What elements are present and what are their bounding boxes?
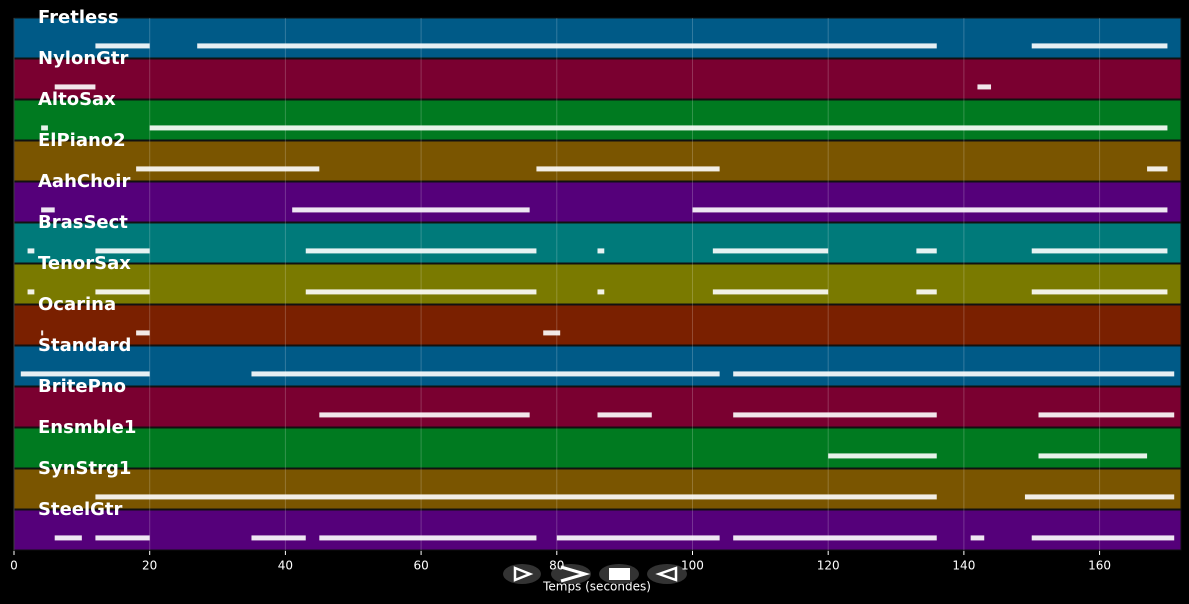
track-label: AltoSax — [38, 89, 116, 110]
note-span — [1031, 43, 1168, 49]
stop-button[interactable] — [599, 564, 639, 584]
note-span — [1031, 535, 1175, 541]
note-span — [41, 330, 44, 336]
track-label: ElPiano2 — [38, 130, 126, 151]
note-span — [543, 330, 561, 336]
note-span — [95, 535, 150, 541]
forward-button[interactable] — [551, 564, 591, 584]
note-span — [1031, 248, 1168, 254]
note-span — [20, 371, 150, 377]
note-span — [977, 84, 992, 90]
note-span — [251, 535, 306, 541]
note-span — [251, 371, 720, 377]
track-label: SteelGtr — [38, 499, 123, 520]
track-band — [13, 99, 1182, 141]
x-tick-label: 60 — [413, 559, 428, 573]
track-band — [13, 181, 1182, 223]
note-span — [1038, 412, 1175, 418]
x-tick-label: 100 — [681, 559, 704, 573]
note-span — [136, 166, 320, 172]
note-span — [319, 535, 537, 541]
note-span — [54, 84, 96, 90]
track-label: SynStrg1 — [38, 458, 131, 479]
note-span — [95, 494, 937, 500]
track-band — [13, 509, 1182, 551]
play-button[interactable] — [503, 564, 541, 584]
x-tick-label: 140 — [952, 559, 975, 573]
note-span — [597, 289, 605, 295]
note-span — [692, 207, 1168, 213]
x-tick-label: 20 — [142, 559, 157, 573]
x-tick-label: 80 — [549, 559, 564, 573]
track-band — [13, 17, 1182, 59]
playback-controls — [503, 564, 687, 584]
note-span — [1038, 453, 1148, 459]
track-band — [13, 427, 1182, 469]
x-tick-label: 40 — [278, 559, 293, 573]
x-tick-label: 160 — [1088, 559, 1111, 573]
note-span — [197, 43, 937, 49]
note-span — [27, 289, 35, 295]
note-span — [970, 535, 985, 541]
track-label: AahChoir — [38, 171, 130, 192]
note-span — [54, 535, 82, 541]
track-band — [13, 468, 1182, 510]
track-label: NylonGtr — [38, 48, 129, 69]
note-span — [95, 289, 150, 295]
note-span — [41, 207, 55, 213]
back-button[interactable] — [647, 564, 687, 584]
note-span — [27, 248, 35, 254]
track-label: BritePno — [38, 376, 126, 397]
track-band — [13, 345, 1182, 387]
note-span — [95, 248, 150, 254]
note-span — [828, 453, 937, 459]
track-label: Standard — [38, 335, 131, 356]
note-span — [712, 289, 829, 295]
track-label: Ocarina — [38, 294, 116, 315]
note-span — [916, 289, 937, 295]
note-span — [597, 248, 605, 254]
track-band — [13, 386, 1182, 428]
note-span — [916, 248, 937, 254]
note-span — [292, 207, 530, 213]
x-tick-label: 0 — [10, 559, 18, 573]
note-span — [733, 535, 937, 541]
note-span — [136, 330, 150, 336]
note-span — [536, 166, 720, 172]
note-span — [41, 125, 48, 131]
track-band — [13, 222, 1182, 264]
note-span — [1031, 289, 1168, 295]
note-span — [305, 289, 537, 295]
x-tick-label: 120 — [817, 559, 840, 573]
note-span — [149, 125, 1168, 131]
tracks: Fretless NylonGtr AltoSax ElPiano2 AahChoir B… — [13, 7, 1182, 551]
track-label: BrasSect — [38, 212, 128, 233]
track-label: Fretless — [38, 7, 119, 28]
track-label: TenorSax — [38, 253, 131, 274]
track-label: Ensmble1 — [38, 417, 136, 438]
note-span — [712, 248, 829, 254]
track-band — [13, 263, 1182, 305]
track-band — [13, 58, 1182, 100]
track-band — [13, 140, 1182, 182]
note-span — [1024, 494, 1175, 500]
note-span — [95, 43, 150, 49]
note-span — [597, 412, 652, 418]
note-span — [1147, 166, 1168, 172]
note-span — [319, 412, 530, 418]
note-span — [733, 371, 1175, 377]
note-span — [556, 535, 720, 541]
note-span — [733, 412, 937, 418]
track-band — [13, 304, 1182, 346]
note-span — [305, 248, 537, 254]
